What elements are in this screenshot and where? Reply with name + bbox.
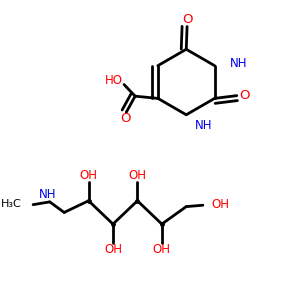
Text: O: O — [120, 112, 131, 125]
Text: OH: OH — [153, 243, 171, 256]
Text: HO: HO — [104, 74, 122, 87]
Text: O: O — [239, 89, 249, 102]
Text: H₃C: H₃C — [1, 200, 21, 209]
Text: NH: NH — [230, 57, 248, 70]
Text: NH: NH — [195, 119, 212, 132]
Text: OH: OH — [104, 243, 122, 256]
Text: OH: OH — [80, 169, 98, 182]
Text: O: O — [182, 13, 192, 26]
Text: NH: NH — [39, 188, 56, 201]
Text: OH: OH — [128, 169, 146, 182]
Text: OH: OH — [211, 198, 229, 212]
